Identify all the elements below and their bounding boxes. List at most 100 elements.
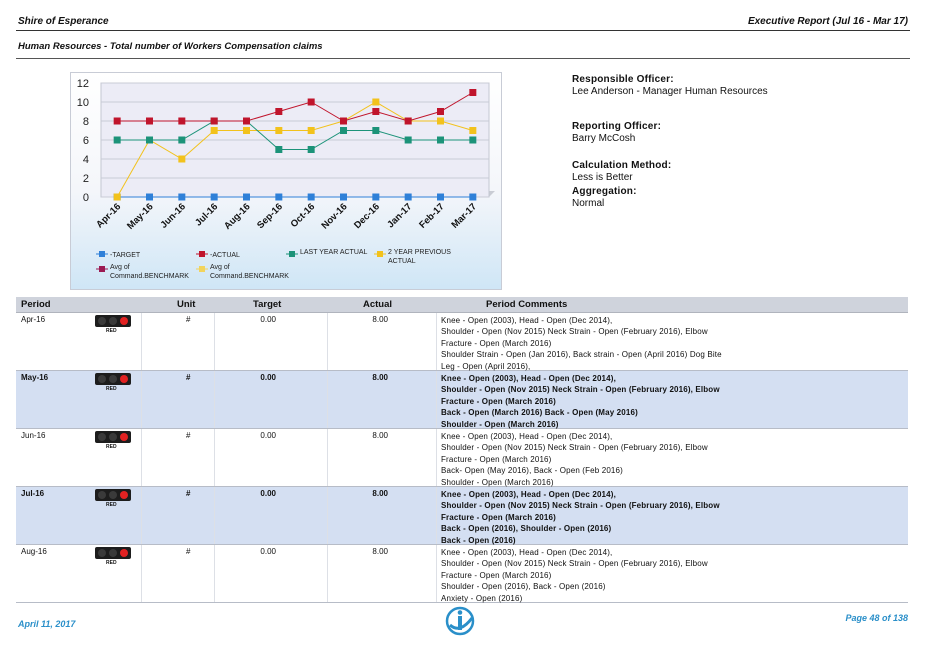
cell-divider: [141, 545, 142, 602]
traffic-light-icon: [95, 547, 131, 559]
data-point: [469, 193, 477, 201]
data-point: [243, 127, 250, 134]
data-point: [210, 127, 218, 134]
comment-line: Shoulder - Open (Nov 2015) Neck Strain -…: [441, 443, 708, 453]
cell-divider: [214, 429, 215, 486]
legend-label: -TARGET: [110, 252, 141, 259]
data-point: [404, 136, 412, 144]
row-target: 0.00: [260, 489, 276, 498]
row-unit: #: [186, 547, 191, 556]
data-point: [372, 127, 380, 134]
row-period: May-16: [21, 373, 49, 382]
comment-line: Back - Open (2016): [441, 535, 516, 545]
status-label: RED: [106, 444, 117, 450]
data-point: [437, 108, 444, 115]
legend-label: Avg of: [210, 264, 230, 271]
organization-name: Shire of Esperance: [18, 16, 109, 27]
comment-line: Shoulder - Open (Nov 2015) Neck Strain -…: [441, 327, 708, 337]
page-number: Page 48 of 138: [845, 613, 908, 623]
calculation-method-label: Calculation Method:: [572, 160, 672, 171]
responsible-officer-label: Responsible Officer:: [572, 74, 674, 85]
legend-swatch: [99, 266, 105, 272]
cell-divider: [214, 313, 215, 370]
table-body: Apr-16 RED #0.00 8.00 Knee - Open (2003), He…: [16, 313, 908, 603]
data-point: [210, 193, 218, 201]
x-tick-label: Mar-17: [450, 201, 479, 230]
x-tick-label: Feb-17: [417, 201, 446, 230]
cell-divider: [327, 429, 328, 486]
chart-panel: 0 2 4 6 8 10 12 Apr-16 May-16 Jun-16 Jul-16 Aug-16 S…: [70, 72, 502, 290]
cell-divider: [327, 487, 328, 544]
data-point: [178, 136, 186, 144]
cell-divider: [436, 487, 437, 544]
comment-line: Back- Open (May 2016), Back - Open (Feb …: [441, 466, 623, 476]
data-point: [275, 127, 283, 134]
data-point: [372, 108, 380, 115]
cell-divider: [436, 371, 437, 428]
comment-line: Back - Open (March 2016) Back - Open (Ma…: [441, 408, 638, 418]
comment-line: Fracture - Open (March 2016): [441, 338, 552, 348]
x-tick-label: Sep-16: [255, 201, 285, 231]
comment-line: Shoulder - Open (Nov 2015) Neck Strain -…: [441, 501, 720, 511]
data-point: [178, 193, 186, 201]
status-label: RED: [106, 502, 117, 508]
data-point: [243, 193, 250, 201]
legend-label: 2 YEAR PREVIOUS: [388, 249, 451, 256]
legend-label: Avg of: [110, 264, 130, 271]
data-point: [469, 127, 477, 134]
table-row: Jun-16 RED #0.00 8.00 Knee - Open (2003), He…: [16, 429, 908, 487]
aggregation: Aggregation: Normal: [572, 186, 637, 209]
row-unit: #: [186, 489, 191, 498]
data-point: [372, 98, 380, 106]
header-target: Target: [253, 299, 282, 310]
data-point: [340, 127, 347, 134]
cell-divider: [214, 487, 215, 544]
data-point: [404, 193, 412, 201]
data-point: [307, 127, 315, 134]
cell-divider: [327, 545, 328, 602]
line-chart: 0 2 4 6 8 10 12 Apr-16 May-16 Jun-16 Jul-16 Aug-16 S…: [77, 78, 495, 280]
status-label: RED: [106, 328, 117, 334]
table-row: Jul-16 RED #0.00 8.00 Knee - Open (2003), He…: [16, 487, 908, 545]
row-comments: Knee - Open (2003), Head - Open (Dec 201…: [441, 547, 708, 604]
row-period: Jun-16: [21, 431, 46, 440]
cell-divider: [436, 313, 437, 370]
legend-swatch: [377, 251, 383, 257]
data-point: [178, 117, 186, 125]
y-tick-label: 0: [83, 192, 89, 204]
aggregation-value: Normal: [572, 198, 605, 209]
x-tick-label: Nov-16: [319, 201, 349, 231]
cell-divider: [327, 313, 328, 370]
table-row: May-16 RED #0.00 8.00 Knee - Open (2003), He…: [16, 371, 908, 429]
data-point: [340, 193, 347, 201]
row-period: Jul-16: [21, 489, 45, 498]
row-actual: 8.00: [372, 489, 388, 498]
status-label: RED: [106, 560, 117, 566]
row-unit: #: [186, 431, 191, 440]
table-header: Period Unit Target Actual Period Comment…: [16, 297, 908, 313]
row-target: 0.00: [260, 315, 276, 324]
comment-line: Back - Open (2016), Shoulder - Open (201…: [441, 524, 612, 534]
comment-line: Anxiety - Open (2016): [441, 593, 523, 603]
data-point: [307, 98, 315, 106]
data-point: [146, 117, 153, 125]
y-tick-label: 12: [77, 78, 89, 90]
cell-divider: [141, 313, 142, 370]
results-table: Period Unit Target Actual Period Comment…: [16, 297, 908, 603]
x-tick-label: May-16: [125, 201, 156, 232]
row-comments: Knee - Open (2003), Head - Open (Dec 201…: [441, 431, 708, 488]
data-point: [178, 155, 186, 163]
aggregation-label: Aggregation:: [572, 186, 637, 197]
legend-label: -ACTUAL: [210, 252, 240, 259]
x-tick-label: Oct-16: [289, 201, 318, 230]
legend-label: Command.BENCHMARK: [110, 273, 189, 280]
comment-line: Shoulder Strain - Open (Jan 2016), Back …: [441, 350, 722, 360]
traffic-light-icon: [95, 373, 131, 385]
comment-line: Knee - Open (2003), Head - Open (Dec 201…: [441, 316, 613, 325]
comment-line: Knee - Open (2003), Head - Open (Dec 201…: [441, 548, 613, 557]
row-actual: 8.00: [372, 547, 388, 556]
legend-label: LAST YEAR ACTUAL: [300, 249, 368, 256]
row-target: 0.00: [260, 373, 276, 382]
row-target: 0.00: [260, 547, 276, 556]
cell-divider: [214, 545, 215, 602]
